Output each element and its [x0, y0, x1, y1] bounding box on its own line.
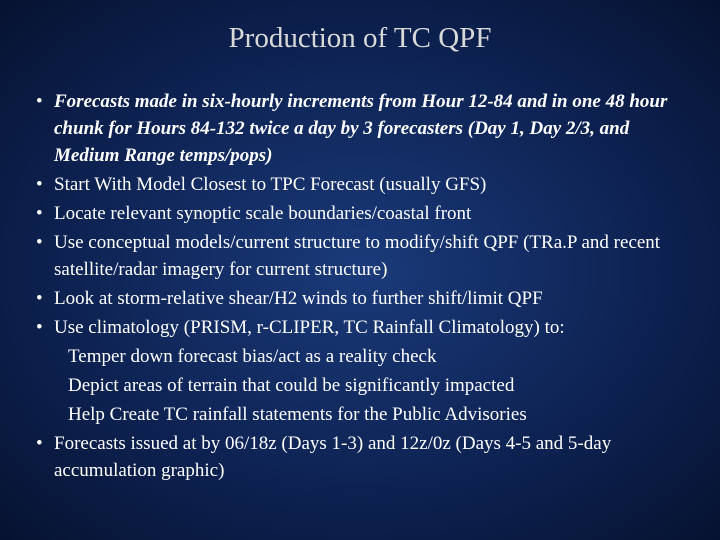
bullet-subline: Help Create TC rainfall statements for t… — [34, 402, 692, 429]
bullet-text: Start With Model Closest to TPC Forecast… — [54, 172, 692, 199]
bullet-text: Use conceptual models/current structure … — [54, 230, 692, 284]
bullet-marker: • — [34, 431, 54, 485]
bullet-text: Locate relevant synoptic scale boundarie… — [54, 201, 692, 228]
bullet-text: Use climatology (PRISM, r-CLIPER, TC Rai… — [54, 315, 692, 342]
bullet-marker: • — [34, 172, 54, 199]
bullet-marker: • — [34, 89, 54, 170]
bullet-marker: • — [34, 315, 54, 342]
bullet-subline: Temper down forecast bias/act as a reali… — [34, 344, 692, 371]
slide-container: Production of TC QPF • Forecasts made in… — [0, 0, 720, 540]
bullet-text: Forecasts made in six-hourly increments … — [54, 89, 692, 170]
bullet-item: • Forecasts issued at by 06/18z (Days 1-… — [34, 431, 692, 485]
bullet-item: • Start With Model Closest to TPC Foreca… — [34, 172, 692, 199]
bullet-text: Forecasts issued at by 06/18z (Days 1-3)… — [54, 431, 692, 485]
slide-title: Production of TC QPF — [28, 22, 692, 55]
bullet-marker: • — [34, 201, 54, 228]
bullet-item: • Look at storm-relative shear/H2 winds … — [34, 286, 692, 313]
slide-content: • Forecasts made in six-hourly increment… — [28, 89, 692, 485]
bullet-text: Look at storm-relative shear/H2 winds to… — [54, 286, 692, 313]
bullet-item: • Locate relevant synoptic scale boundar… — [34, 201, 692, 228]
bullet-item: • Forecasts made in six-hourly increment… — [34, 89, 692, 170]
bullet-item: • Use conceptual models/current structur… — [34, 230, 692, 284]
bullet-item: • Use climatology (PRISM, r-CLIPER, TC R… — [34, 315, 692, 342]
bullet-marker: • — [34, 286, 54, 313]
bullet-marker: • — [34, 230, 54, 284]
bullet-subline: Depict areas of terrain that could be si… — [34, 373, 692, 400]
